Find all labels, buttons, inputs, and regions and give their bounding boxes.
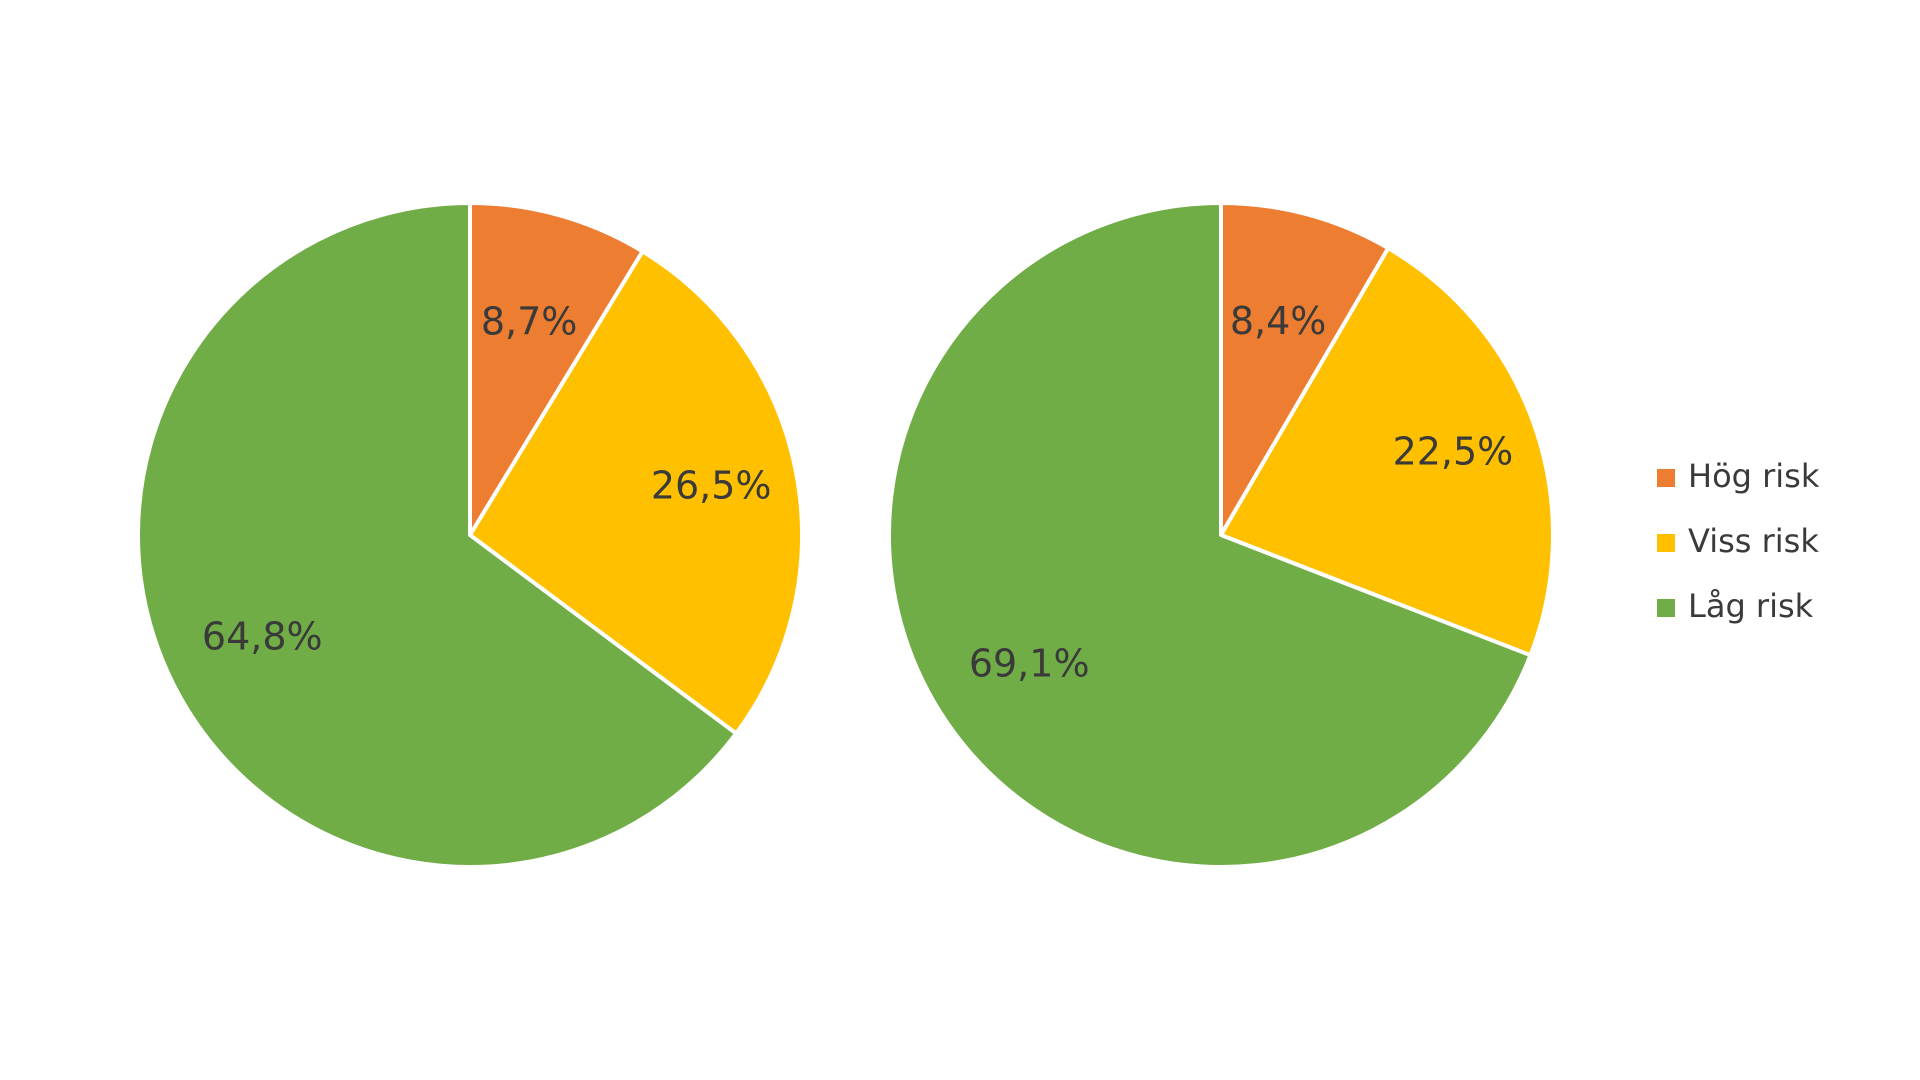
data-label-lag-risk: 69,1% xyxy=(969,642,1090,686)
data-label-viss-risk: 26,5% xyxy=(651,464,772,508)
pie-slice-viss-risk xyxy=(1219,246,1555,658)
data-label-hog-risk: 8,7% xyxy=(481,300,578,344)
pie-chart-left: 8,7% 26,5% 64,8% xyxy=(136,201,804,869)
legend: Hög risk Viss risk Låg risk xyxy=(1657,457,1820,625)
legend-swatch-lag-risk xyxy=(1657,599,1675,617)
pie-slice-lag-risk xyxy=(136,201,739,869)
data-label-lag-risk: 64,8% xyxy=(202,615,323,659)
pie-slice-lag-risk xyxy=(887,201,1533,869)
pie-chart-right: 8,4% 22,5% 69,1% xyxy=(887,201,1555,869)
pie-slice-viss-risk xyxy=(468,249,804,736)
data-label-viss-risk: 22,5% xyxy=(1393,429,1514,473)
legend-label-viss-risk: Viss risk xyxy=(1688,522,1819,560)
legend-swatch-viss-risk xyxy=(1657,534,1675,552)
data-label-hog-risk: 8,4% xyxy=(1230,299,1327,343)
pie-slice-hog-risk xyxy=(1219,201,1391,537)
pie-slice-hog-risk xyxy=(468,201,645,537)
legend-swatch-hog-risk xyxy=(1657,469,1675,487)
legend-label-hog-risk: Hög risk xyxy=(1688,457,1820,495)
legend-label-lag-risk: Låg risk xyxy=(1688,587,1814,625)
